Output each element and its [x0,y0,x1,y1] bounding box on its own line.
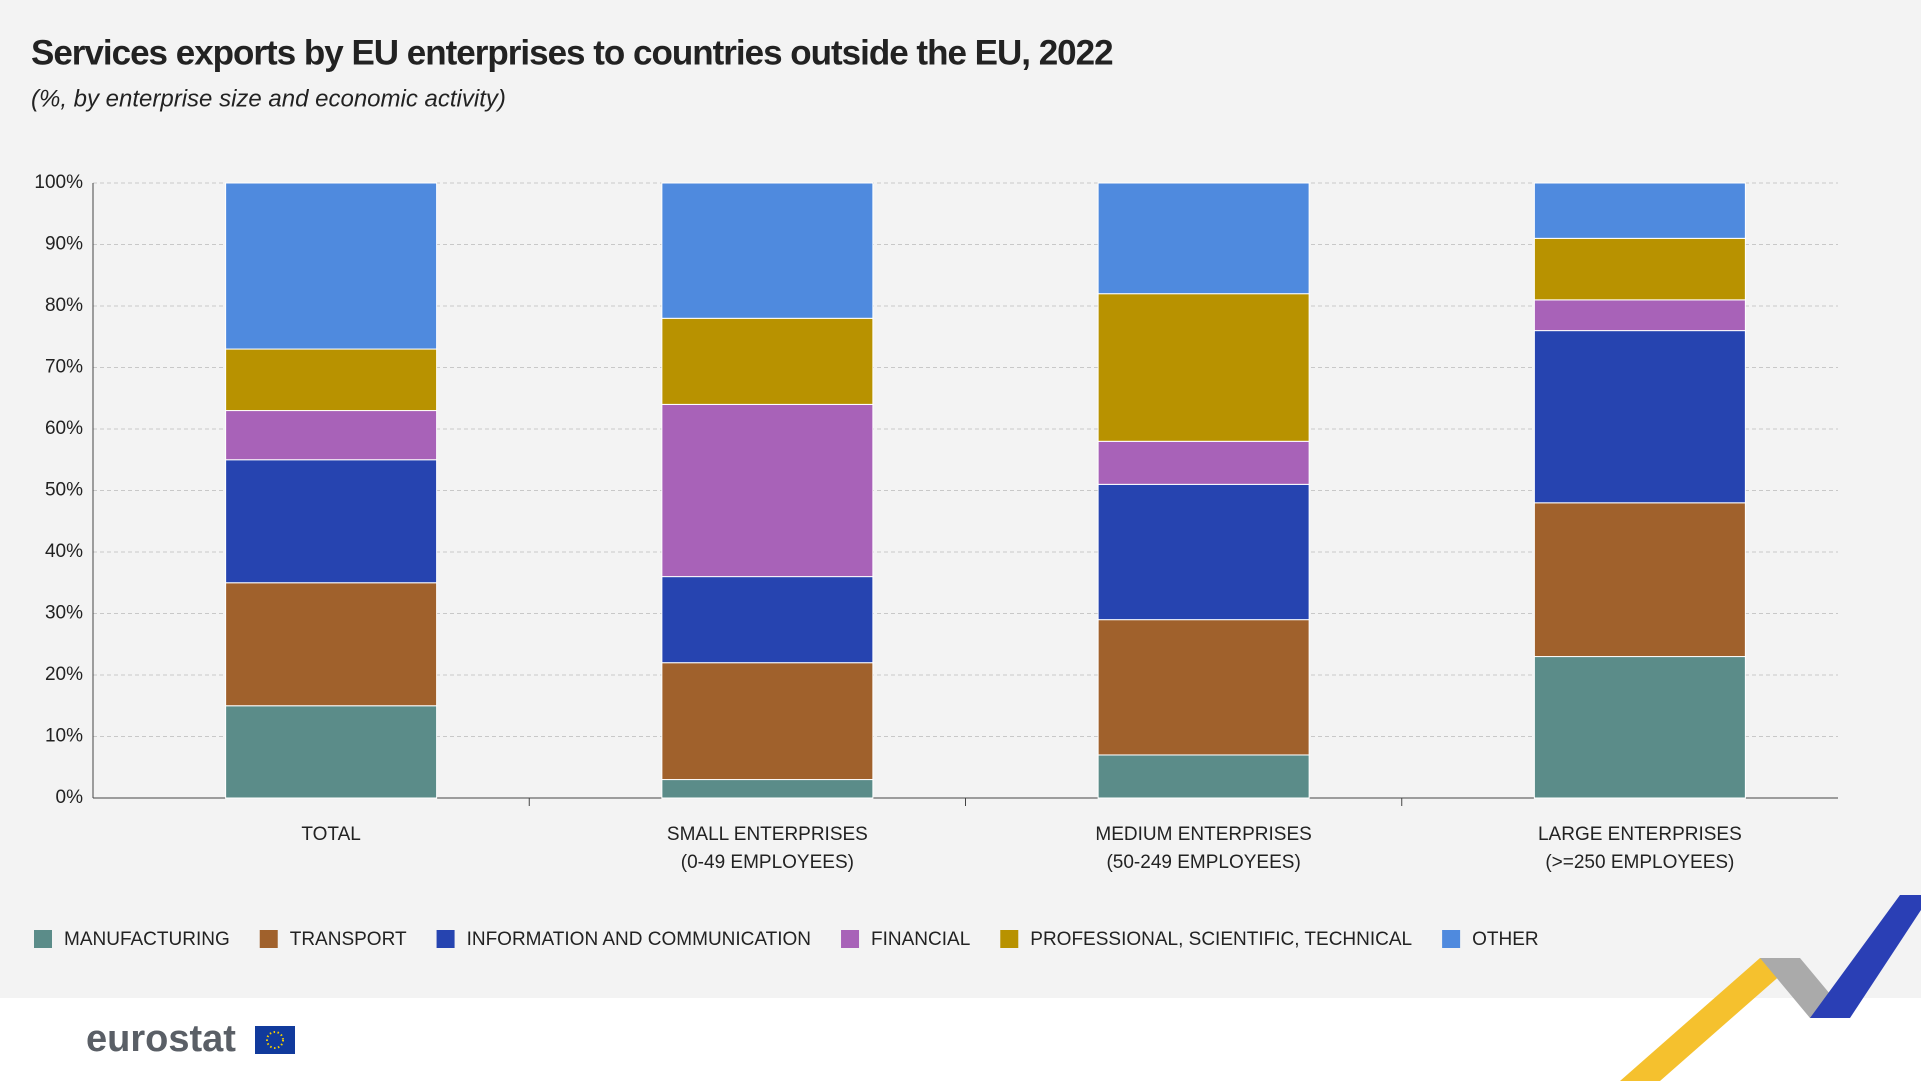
legend-label: PROFESSIONAL, SCIENTIFIC, TECHNICAL [1030,929,1412,950]
bar-segment [225,348,438,412]
legend-swatch [436,930,455,948]
x-tick-label-line: TOTAL [301,824,360,845]
bar-segment [225,459,438,584]
x-tick-label: LARGE ENTERPRISES (>=250 EMPLOYEES) [1538,824,1742,873]
bar-segment [661,779,874,799]
x-tick-label-line: (50-249 EMPLOYEES) [1106,852,1300,873]
y-tick-label: 80% [45,295,83,316]
eu-flag [255,1026,295,1054]
chart-title: Services exports by EU enterprises to co… [31,33,1113,72]
footer-background [0,998,1921,1081]
bar-segment [1097,483,1310,621]
legend-swatch [34,930,52,948]
x-tick-label: MEDIUM ENTERPRISES (50-249 EMPLOYEES) [1095,824,1311,873]
bar-segment [1097,440,1310,485]
bar-segment [1097,293,1310,442]
chart-subtitle: (%, by enterprise size and economic acti… [31,85,506,112]
bar-segment [1097,619,1310,756]
x-tick-label-line: (0-49 EMPLOYEES) [681,852,854,873]
legend-swatch [259,930,278,948]
y-tick-label: 100% [34,172,83,193]
legend-swatch [841,930,860,948]
bar-segment [1533,502,1746,658]
bar-segment [225,705,438,799]
x-tick-label: SMALL ENTERPRISES (0-49 EMPLOYEES) [667,824,868,873]
eu-stars [266,1031,284,1049]
x-tick-label-line: SMALL ENTERPRISES [667,824,868,845]
y-tick-label: 90% [45,234,83,255]
bar-segment [225,410,438,461]
legend-label: FINANCIAL [871,929,970,950]
legend-label: MANUFACTURING [64,929,230,950]
x-tick-label: TOTAL [301,824,360,845]
bar-segment [1097,182,1310,295]
y-tick-label: 20% [45,664,83,685]
x-tick-label-line: MEDIUM ENTERPRISES [1095,824,1311,845]
y-tick-label: 40% [45,541,83,562]
y-tick-label: 10% [45,726,83,747]
decoration [1620,958,1800,1081]
brand-logo: eurostat [86,1018,236,1060]
legend-label: TRANSPORT [290,929,407,950]
y-tick-label: 30% [45,603,83,624]
x-tick-label-line: (>=250 EMPLOYEES) [1545,852,1734,873]
bar-segment [225,182,438,350]
y-tick-label: 70% [45,357,83,378]
y-tick-label: 60% [45,418,83,439]
legend-swatch [1442,930,1461,948]
bar-segment [1533,330,1746,504]
legend-swatch [1000,930,1019,948]
legend-label: OTHER [1472,929,1539,950]
y-tick-label: 0% [56,787,84,808]
legend-label: INFORMATION AND COMMUNICATION [467,929,811,950]
bar-segment [1533,656,1746,799]
bar-segment [661,182,874,319]
bar-segment [661,576,874,664]
bar-segment [1533,182,1746,239]
bar-segment [1097,754,1310,799]
bar-segment [661,403,874,578]
bar-segment [1533,299,1746,332]
decoration [1810,895,1921,1018]
bar-segment [225,582,438,707]
y-tick-label: 50% [45,480,83,501]
bar-segment [661,662,874,781]
x-tick-label-line: LARGE ENTERPRISES [1538,824,1742,845]
bar-segment [661,317,874,405]
bar-segment [1533,237,1746,301]
